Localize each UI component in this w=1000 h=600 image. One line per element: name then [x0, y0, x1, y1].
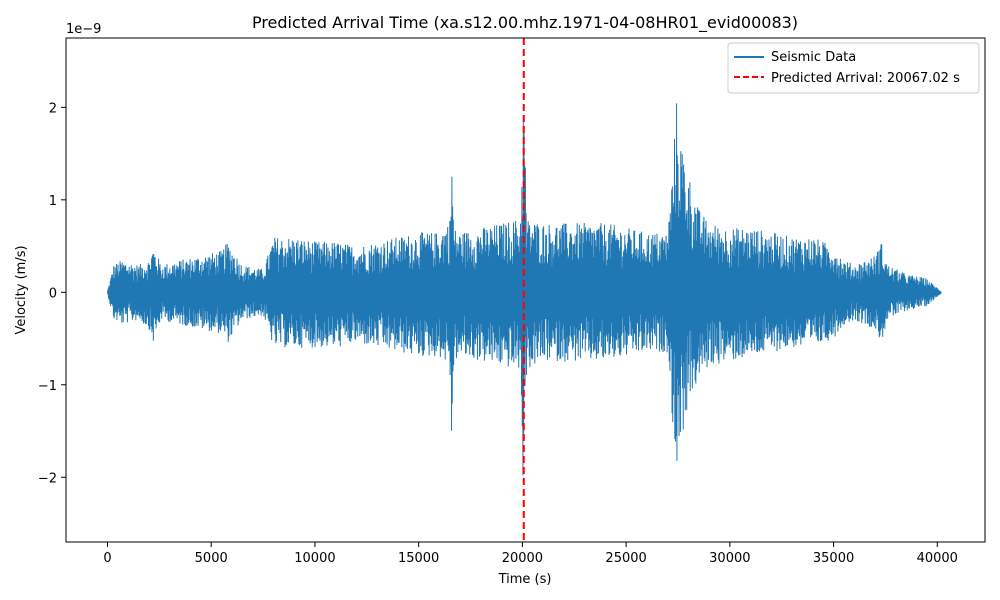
x-tick-label: 20000	[502, 551, 543, 566]
y-axis-label: Velocity (m/s)	[14, 245, 29, 334]
plot-area	[106, 38, 942, 542]
x-tick-label: 25000	[605, 551, 646, 566]
x-tick-label: 15000	[398, 551, 439, 566]
legend-box	[727, 42, 980, 94]
x-tick-label: 30000	[709, 551, 750, 566]
legend-label-seismic-data: Seismic Data	[771, 50, 856, 65]
y-tick-label: 2	[49, 101, 57, 116]
chart-title: Predicted Arrival Time (xa.s12.00.mhz.19…	[252, 13, 798, 33]
y-tick-label: −2	[38, 471, 57, 486]
x-tick-label: 35000	[813, 551, 854, 566]
plot-frame	[65, 37, 986, 543]
x-axis-label: Time (s)	[498, 572, 552, 587]
y-tick-label: 1	[49, 194, 57, 209]
legend-label-predicted-arrival: Predicted Arrival: 20067.02 s	[771, 71, 960, 86]
y-axis-ticks: −2 −1 0 1 2	[38, 101, 66, 486]
y-axis-multiplier: 1e−9	[66, 22, 101, 37]
legend: Seismic Data Predicted Arrival: 20067.02…	[727, 42, 980, 94]
x-axis-ticks: 0 5000 10000 15000 20000 25000 30000 35000 40000	[103, 542, 958, 566]
y-tick-label: −1	[38, 379, 57, 394]
y-tick-label: 0	[49, 286, 57, 301]
x-tick-label: 0	[103, 551, 111, 566]
x-tick-label: 5000	[195, 551, 228, 566]
x-tick-label: 40000	[917, 551, 958, 566]
x-tick-label: 10000	[294, 551, 335, 566]
